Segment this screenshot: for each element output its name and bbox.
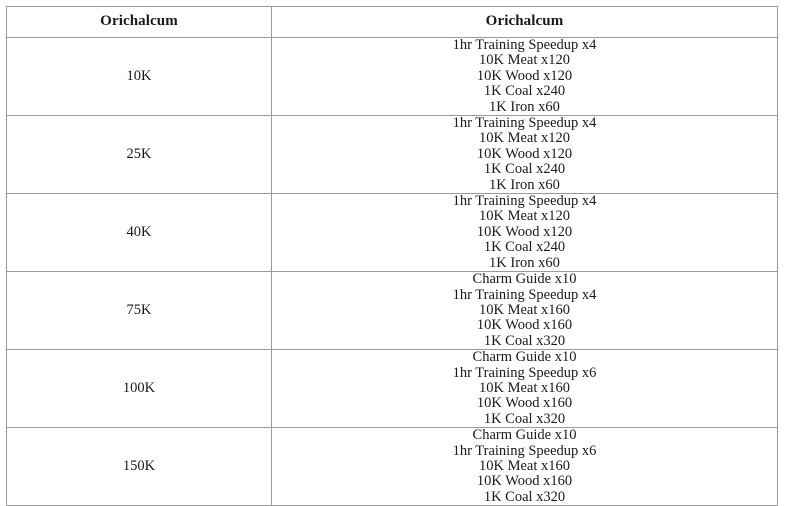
orichalcum-reward-table: Orichalcum Orichalcum 10K 1hr Training S… <box>6 6 778 506</box>
reward-item: Charm Guide x10 <box>472 349 577 366</box>
table-row: 150K Charm Guide x10 1hr Training Speedu… <box>7 427 778 506</box>
tier-value: 25K <box>7 116 272 195</box>
reward-item: 1K Iron x60 <box>489 254 560 271</box>
reward-item: 1hr Training Speedup x4 <box>452 115 597 132</box>
table-row: 25K 1hr Training Speedup x4 10K Meat x12… <box>7 115 778 195</box>
reward-item: 1hr Training Speedup x4 <box>452 193 597 210</box>
column-header-tier: Orichalcum <box>7 7 272 38</box>
reward-item: 1hr Training Speedup x4 <box>452 37 597 53</box>
rewards-list: Charm Guide x10 1hr Training Speedup x6 … <box>272 427 778 506</box>
table-row: 75K Charm Guide x10 1hr Training Speedup… <box>7 271 778 351</box>
reward-item: 10K Wood x160 <box>476 473 573 490</box>
reward-item: 1K Iron x60 <box>489 176 560 193</box>
reward-item: 1K Coal x320 <box>483 488 566 505</box>
reward-item: 10K Meat x120 <box>478 208 570 225</box>
reward-item: 10K Wood x120 <box>476 145 573 162</box>
table-row: 10K 1hr Training Speedup x4 10K Meat x12… <box>7 37 778 117</box>
tier-value: 100K <box>7 350 272 429</box>
tier-value: 150K <box>7 428 272 506</box>
tier-value: 40K <box>7 194 272 273</box>
reward-item: 10K Meat x160 <box>478 379 570 396</box>
reward-item: 10K Wood x120 <box>476 67 573 84</box>
column-header-rewards: Orichalcum <box>272 7 778 38</box>
table-row: 100K Charm Guide x10 1hr Training Speedu… <box>7 349 778 429</box>
reward-item: 10K Meat x120 <box>478 130 570 147</box>
table-header-row: Orichalcum Orichalcum <box>7 7 778 38</box>
reward-item: 1hr Training Speedup x6 <box>452 364 597 381</box>
rewards-list: 1hr Training Speedup x4 10K Meat x120 10… <box>272 115 778 195</box>
reward-item: 1K Iron x60 <box>489 98 560 115</box>
reward-item: Charm Guide x10 <box>472 271 577 288</box>
table-header: Orichalcum Orichalcum <box>7 7 778 38</box>
reward-item: 1hr Training Speedup x4 <box>452 286 597 303</box>
reward-item: 10K Wood x160 <box>476 317 573 334</box>
reward-item: 1hr Training Speedup x6 <box>452 442 597 459</box>
table-row: 40K 1hr Training Speedup x4 10K Meat x12… <box>7 193 778 273</box>
reward-item: 1K Coal x320 <box>483 332 566 349</box>
reward-item: Charm Guide x10 <box>472 427 577 444</box>
reward-item: 10K Wood x160 <box>476 395 573 412</box>
reward-item: 10K Meat x160 <box>478 301 570 318</box>
reward-item: 1K Coal x240 <box>483 239 566 256</box>
reward-item: 10K Meat x160 <box>478 457 570 474</box>
reward-item: 10K Wood x120 <box>476 223 573 240</box>
rewards-list: Charm Guide x10 1hr Training Speedup x6 … <box>272 349 778 429</box>
rewards-list: Charm Guide x10 1hr Training Speedup x4 … <box>272 271 778 351</box>
rewards-list: 1hr Training Speedup x4 10K Meat x120 10… <box>272 37 778 117</box>
tier-value: 75K <box>7 272 272 351</box>
reward-item: 1K Coal x320 <box>483 410 566 427</box>
table-body: 10K 1hr Training Speedup x4 10K Meat x12… <box>7 37 778 506</box>
reward-item: 1K Coal x240 <box>483 83 566 100</box>
tier-value: 10K <box>7 38 272 117</box>
reward-item: 10K Meat x120 <box>478 52 570 69</box>
reward-item: 1K Coal x240 <box>483 161 566 178</box>
rewards-list: 1hr Training Speedup x4 10K Meat x120 10… <box>272 193 778 273</box>
